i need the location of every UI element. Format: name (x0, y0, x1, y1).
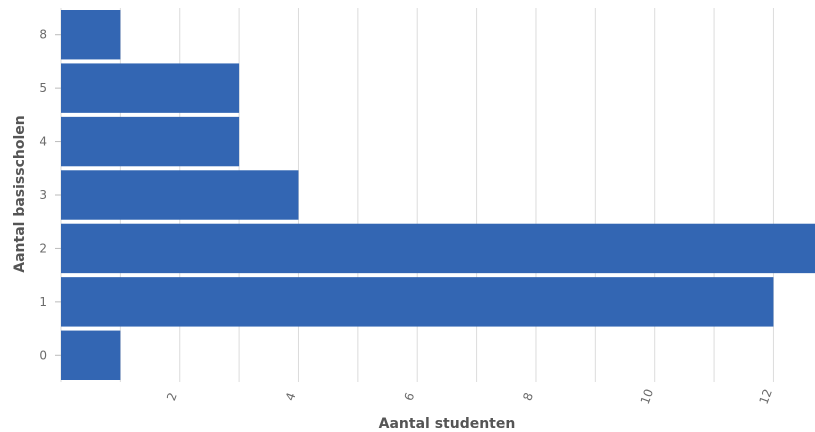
y-tick-label: 2 (39, 241, 47, 255)
y-tick-label: 0 (39, 348, 47, 362)
y-tick-label: 5 (39, 81, 47, 95)
y-tick-label: 1 (39, 295, 47, 309)
y-tick-label: 4 (39, 135, 47, 149)
x-tick-label: 6 (402, 391, 418, 403)
bar-8 (61, 10, 121, 60)
bar-0 (61, 330, 121, 380)
bar-3 (61, 170, 299, 220)
bar-5 (61, 63, 240, 113)
x-axis-title: Aantal studenten (379, 416, 516, 432)
x-tick-label: 10 (638, 387, 656, 406)
x-tick-label: 2 (164, 391, 180, 403)
y-tick-label: 3 (39, 188, 47, 202)
y-axis-title: Aantal basisscholen (12, 115, 28, 272)
bar-1 (61, 277, 774, 327)
x-tick-label: 8 (520, 391, 536, 403)
bars (61, 10, 815, 380)
bar-2 (61, 223, 815, 274)
y-tick-label: 8 (39, 28, 47, 42)
bar-4 (61, 116, 240, 167)
x-tick-labels: 2 4 6 8 10 12 (164, 387, 775, 406)
x-tick-label: 4 (283, 391, 299, 403)
y-tick-labels: 8 5 4 3 2 1 0 (39, 28, 61, 362)
x-tick-label: 12 (756, 387, 774, 406)
